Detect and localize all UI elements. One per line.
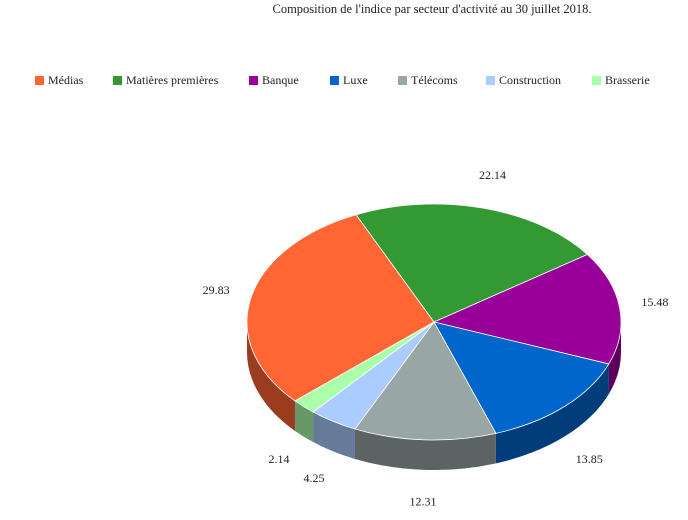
data-label: 12.31 — [409, 495, 436, 509]
slice-side-shade — [247, 322, 296, 431]
legend-swatch — [35, 76, 44, 85]
data-label: 29.83 — [203, 283, 230, 297]
slice-side — [313, 412, 355, 459]
slice — [355, 203, 589, 323]
legend-label: Brasserie — [605, 73, 650, 87]
data-label: 13.85 — [576, 452, 603, 466]
legend-label: Médias — [48, 73, 84, 87]
legend-swatch — [330, 76, 339, 85]
legend-label: Construction — [499, 73, 561, 87]
legend-label: Banque — [262, 73, 299, 87]
slice — [294, 321, 435, 413]
legend-swatch — [398, 76, 407, 85]
legend-swatch — [249, 76, 258, 85]
legend-label: Matières premières — [126, 73, 219, 87]
chart-title: Composition de l'indice par secteur d'ac… — [272, 2, 591, 16]
slice-side-shade — [313, 412, 355, 459]
data-label: 4.25 — [303, 471, 324, 485]
slice-side — [295, 400, 314, 443]
slice-side-shade — [608, 322, 621, 394]
legend-label: Télécoms — [411, 73, 458, 87]
legend-swatch — [113, 76, 122, 85]
slice — [246, 214, 435, 402]
data-label: 22.14 — [479, 168, 506, 182]
slice — [432, 254, 622, 365]
slice-side-shade — [295, 400, 314, 443]
slice-side — [247, 322, 296, 431]
slice-side — [608, 322, 621, 394]
slice — [354, 321, 497, 441]
legend-swatch — [486, 76, 495, 85]
slice — [433, 321, 610, 434]
data-label: 15.48 — [641, 295, 668, 309]
legend-swatch — [592, 76, 601, 85]
data-label: 2.14 — [269, 452, 290, 466]
legend-label: Luxe — [343, 73, 368, 87]
